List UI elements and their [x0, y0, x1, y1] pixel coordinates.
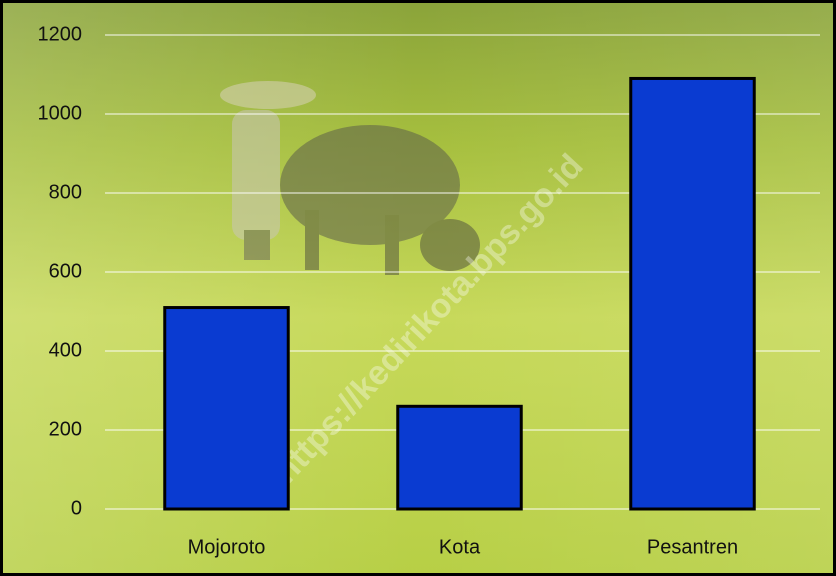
photo-figures: [220, 81, 480, 275]
y-tick-label: 800: [49, 181, 82, 203]
y-tick-label: 200: [49, 418, 82, 440]
bar: [163, 306, 290, 511]
x-tick-label: Mojoroto: [188, 536, 266, 558]
x-tick-label: Pesantren: [647, 536, 738, 558]
y-tick-label: 1200: [38, 23, 83, 45]
y-tick-label: 600: [49, 260, 82, 282]
y-tick-label: 400: [49, 339, 82, 361]
y-tick-label: 0: [71, 497, 82, 519]
y-tick-label: 1000: [38, 102, 83, 124]
bar: [396, 404, 523, 511]
x-tick-label: Kota: [439, 536, 481, 558]
bar: [629, 76, 756, 511]
